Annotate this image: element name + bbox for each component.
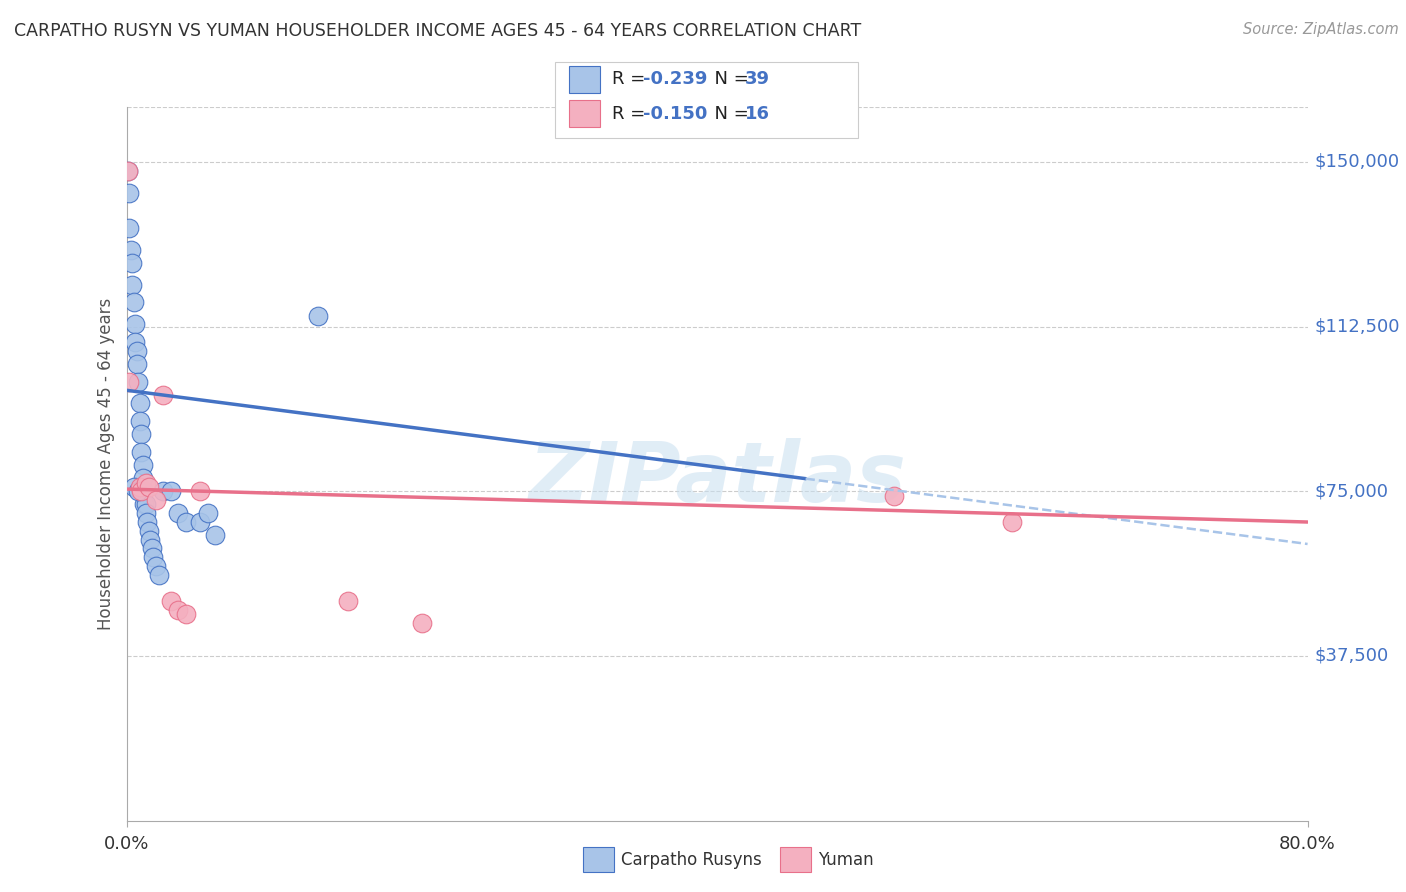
- Text: N =: N =: [703, 104, 755, 122]
- Point: [152, 387, 174, 401]
- Point: [118, 186, 141, 200]
- Text: Source: ZipAtlas.com: Source: ZipAtlas.com: [1243, 22, 1399, 37]
- Point: [128, 414, 150, 428]
- Point: [121, 256, 143, 270]
- Point: [125, 343, 148, 358]
- Point: [125, 357, 148, 371]
- Text: -0.150: -0.150: [643, 104, 707, 122]
- Point: [883, 489, 905, 503]
- Point: [152, 484, 174, 499]
- Point: [129, 427, 153, 442]
- Point: [145, 493, 167, 508]
- Point: [134, 498, 156, 512]
- Point: [188, 515, 211, 529]
- Text: N =: N =: [703, 70, 755, 88]
- Point: [174, 515, 197, 529]
- Point: [121, 277, 143, 292]
- Point: [128, 480, 150, 494]
- Point: [159, 594, 183, 608]
- Point: [117, 163, 139, 178]
- Point: [132, 471, 155, 485]
- Text: $75,000: $75,000: [1315, 483, 1389, 500]
- Point: [145, 558, 167, 573]
- Point: [135, 506, 157, 520]
- Point: [117, 163, 139, 178]
- Point: [1001, 515, 1024, 529]
- Point: [138, 524, 160, 538]
- Point: [128, 396, 150, 410]
- Point: [188, 484, 211, 499]
- Text: -0.239: -0.239: [643, 70, 707, 88]
- Point: [135, 498, 157, 512]
- Text: 16: 16: [745, 104, 770, 122]
- Text: $37,500: $37,500: [1315, 647, 1389, 665]
- Point: [174, 607, 197, 622]
- Y-axis label: Householder Income Ages 45 - 64 years: Householder Income Ages 45 - 64 years: [97, 298, 115, 630]
- Point: [197, 506, 219, 520]
- Point: [138, 480, 160, 494]
- Point: [134, 484, 156, 499]
- Point: [337, 594, 360, 608]
- Point: [122, 295, 145, 310]
- Point: [142, 550, 165, 565]
- Text: $112,500: $112,500: [1315, 318, 1400, 335]
- Point: [124, 318, 146, 332]
- Point: [148, 567, 170, 582]
- Point: [118, 375, 141, 389]
- Text: R =: R =: [612, 70, 651, 88]
- Point: [307, 309, 329, 323]
- Text: $150,000: $150,000: [1315, 153, 1400, 171]
- Point: [132, 458, 155, 472]
- Point: [120, 243, 142, 257]
- Text: CARPATHO RUSYN VS YUMAN HOUSEHOLDER INCOME AGES 45 - 64 YEARS CORRELATION CHART: CARPATHO RUSYN VS YUMAN HOUSEHOLDER INCO…: [14, 22, 862, 40]
- Point: [135, 475, 157, 490]
- Point: [129, 444, 153, 458]
- Point: [139, 533, 162, 547]
- Point: [411, 615, 433, 630]
- Text: 39: 39: [745, 70, 770, 88]
- Point: [127, 375, 149, 389]
- Text: R =: R =: [612, 104, 651, 122]
- Text: ZIPatlas: ZIPatlas: [529, 438, 905, 518]
- Text: Carpatho Rusyns: Carpatho Rusyns: [621, 851, 762, 869]
- Point: [122, 480, 145, 494]
- Point: [167, 506, 190, 520]
- Text: Yuman: Yuman: [818, 851, 875, 869]
- Point: [124, 334, 146, 349]
- Point: [167, 603, 190, 617]
- Point: [204, 528, 226, 542]
- Point: [136, 515, 159, 529]
- Point: [118, 220, 141, 235]
- Point: [159, 484, 183, 499]
- Point: [141, 541, 163, 556]
- Point: [129, 484, 153, 499]
- Point: [127, 484, 149, 499]
